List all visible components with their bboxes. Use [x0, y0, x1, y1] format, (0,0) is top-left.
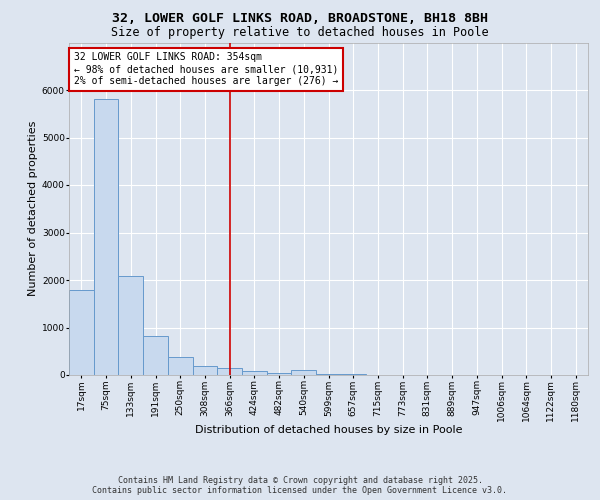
X-axis label: Distribution of detached houses by size in Poole: Distribution of detached houses by size … — [195, 426, 462, 436]
Text: 32 LOWER GOLF LINKS ROAD: 354sqm
← 98% of detached houses are smaller (10,931)
2: 32 LOWER GOLF LINKS ROAD: 354sqm ← 98% o… — [74, 52, 338, 86]
Bar — [316, 374, 341, 375]
Bar — [168, 358, 193, 375]
Text: Size of property relative to detached houses in Poole: Size of property relative to detached ho… — [111, 26, 489, 39]
Text: 32, LOWER GOLF LINKS ROAD, BROADSTONE, BH18 8BH: 32, LOWER GOLF LINKS ROAD, BROADSTONE, B… — [112, 12, 488, 26]
Bar — [242, 371, 267, 375]
Bar — [267, 373, 292, 375]
Y-axis label: Number of detached properties: Number of detached properties — [28, 121, 38, 296]
Bar — [292, 370, 316, 375]
Bar — [193, 366, 217, 375]
Bar — [143, 336, 168, 375]
Text: Contains HM Land Registry data © Crown copyright and database right 2025.
Contai: Contains HM Land Registry data © Crown c… — [92, 476, 508, 495]
Bar — [118, 276, 143, 375]
Bar — [94, 98, 118, 375]
Bar — [69, 290, 94, 375]
Bar — [217, 368, 242, 375]
Bar — [341, 374, 365, 375]
